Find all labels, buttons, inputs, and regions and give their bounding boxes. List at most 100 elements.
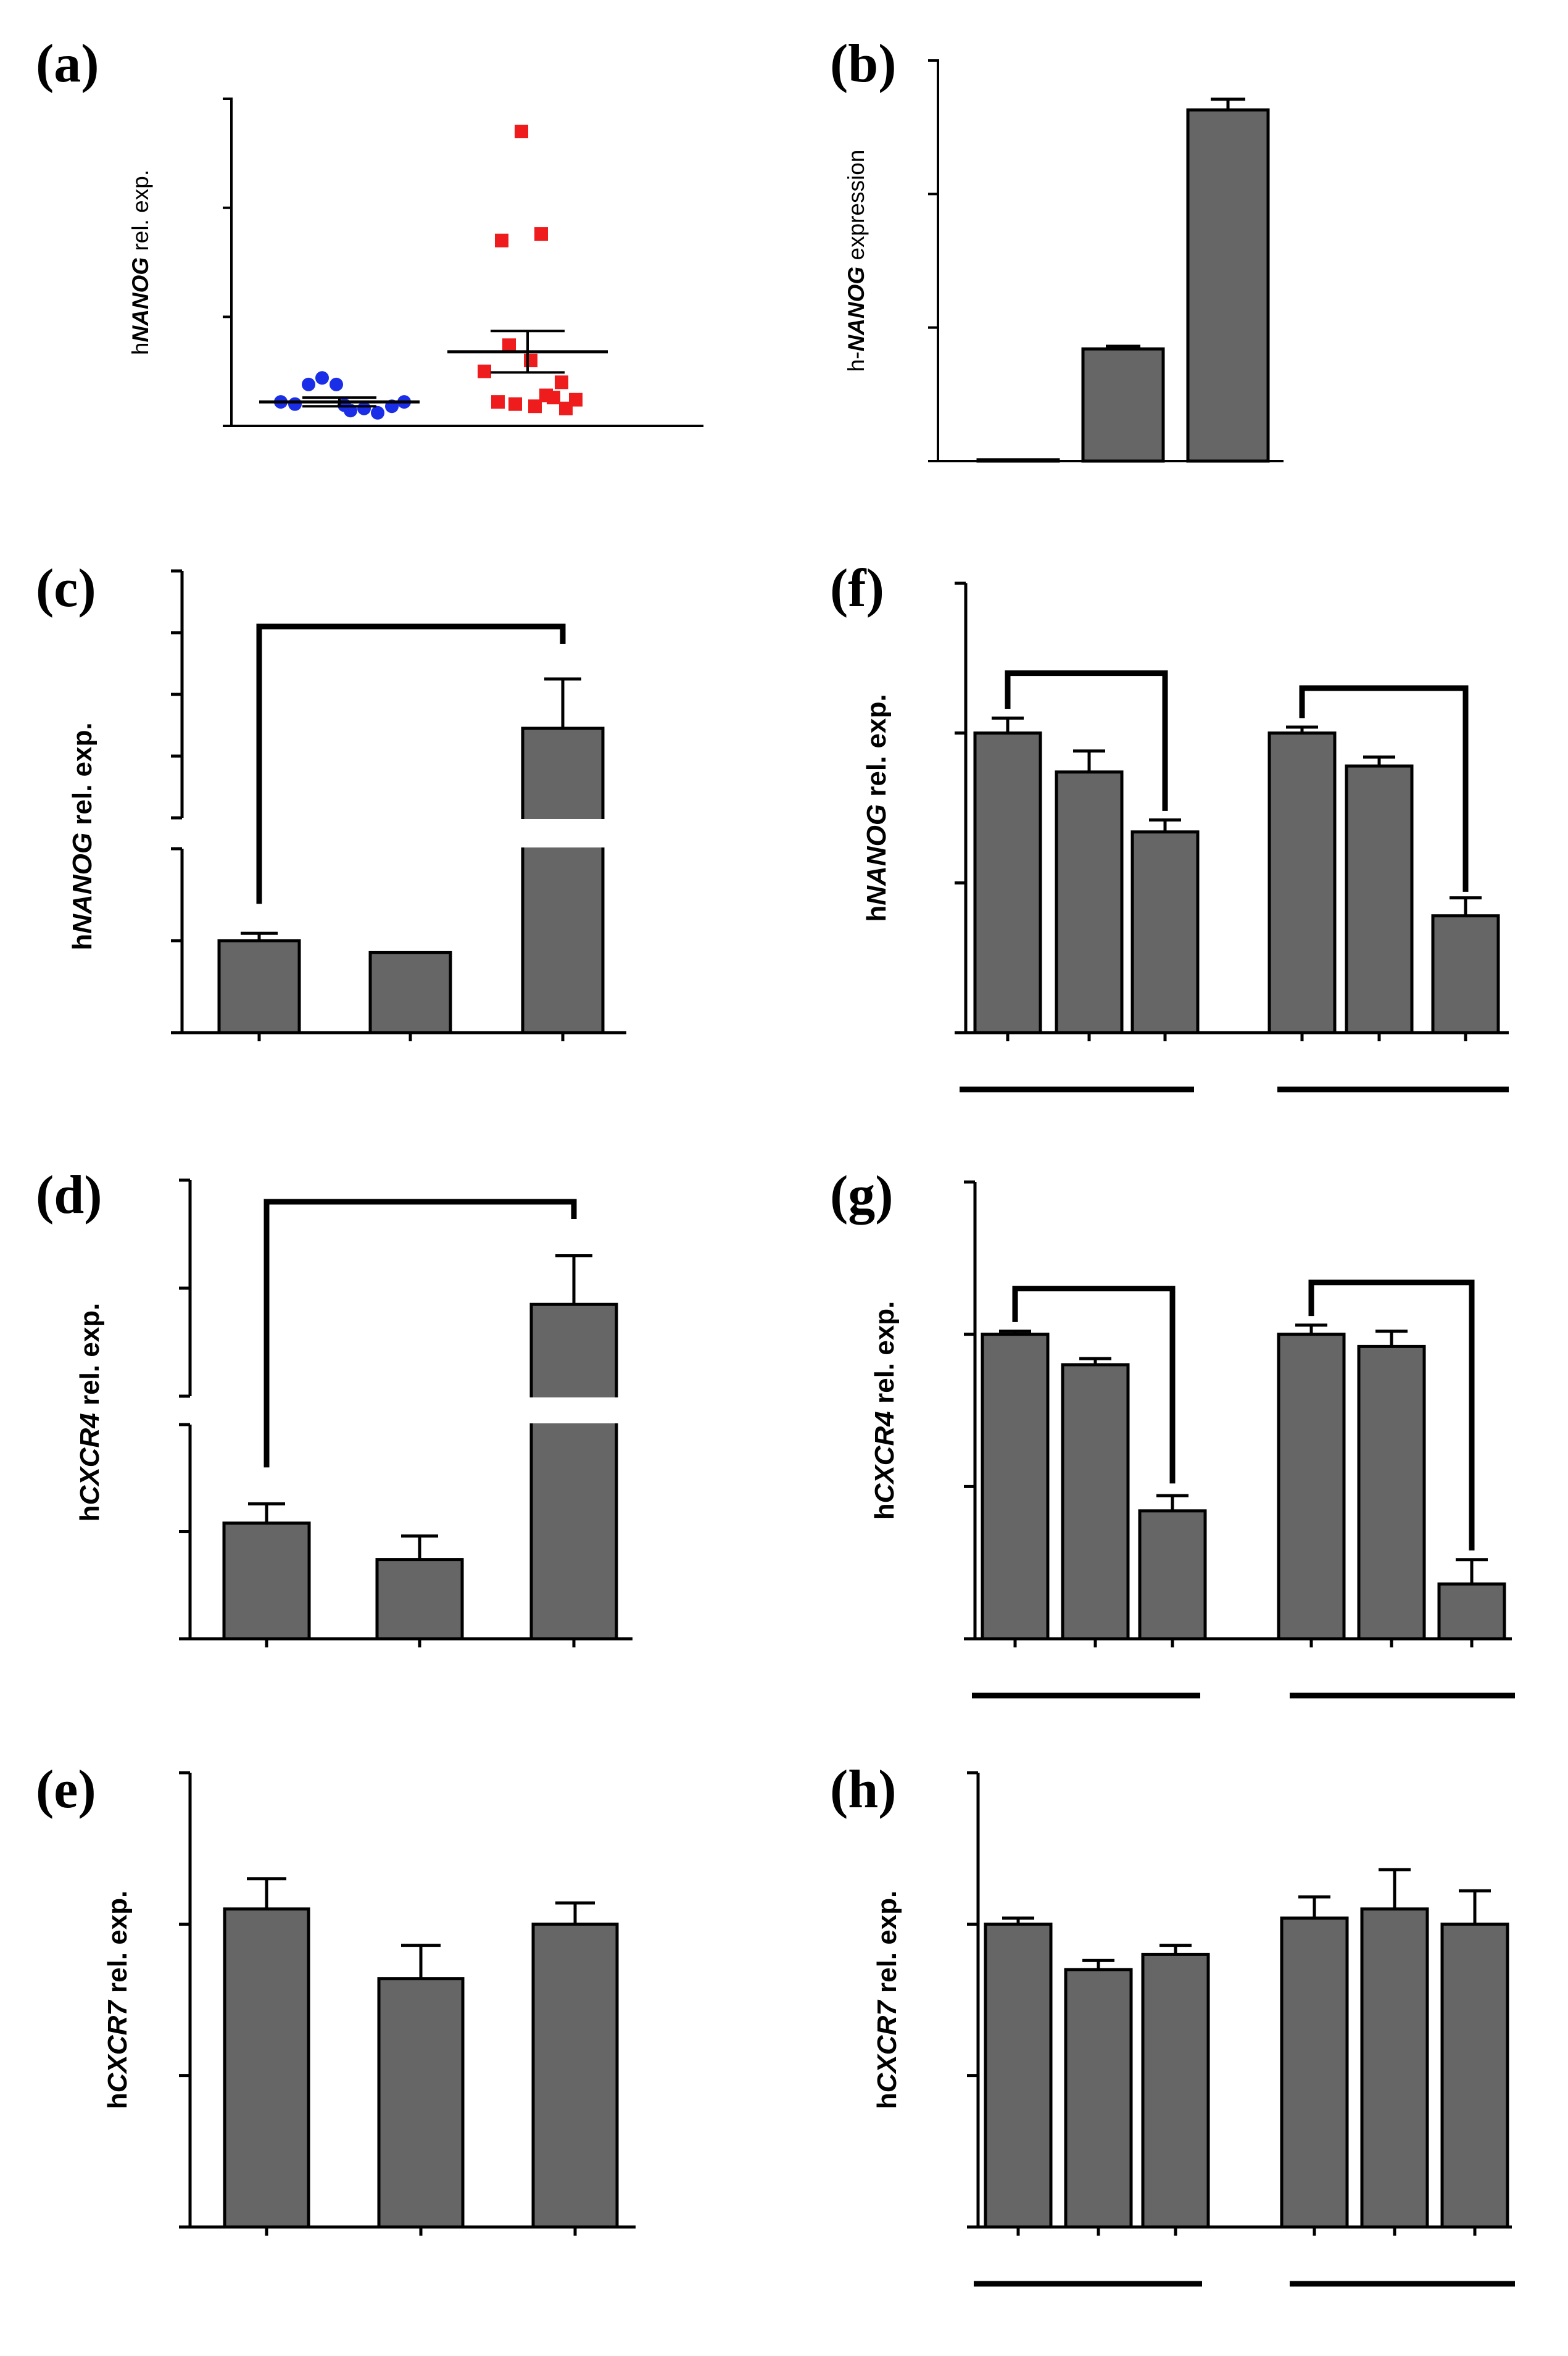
y-label-suffix: rel. exp. <box>861 694 892 804</box>
bar <box>984 1922 1053 2229</box>
error-bar <box>1450 896 1482 916</box>
panel-c: (c) hNANOG rel. exp. <box>36 559 626 1041</box>
bar <box>223 1907 310 2229</box>
significance-bracket <box>1005 670 1168 811</box>
bar <box>1061 1363 1130 1641</box>
series-1 <box>447 125 608 415</box>
panel-label: (e) <box>36 1760 96 1820</box>
y-label-gene: CXCR7 <box>872 1999 902 2093</box>
error-bar <box>1149 818 1181 832</box>
data-point <box>478 364 491 378</box>
y-label-prefix: h <box>872 2092 902 2109</box>
bar <box>1345 764 1414 1034</box>
y-label-gene: CXCR4 <box>869 1411 900 1503</box>
significance-bracket <box>1308 1280 1475 1551</box>
data-point <box>495 233 508 248</box>
y-label-prefix: h <box>75 1505 105 1521</box>
panel-label: (h) <box>830 1760 897 1820</box>
y-axis-label: hCXCR7 rel. exp. <box>872 1891 902 2110</box>
y-label-suffix: rel. exp. <box>869 1301 900 1412</box>
y-label-gene: CXCR7 <box>102 1999 133 2093</box>
panel-f: (f) hNANOG rel. exp. <box>830 559 1509 1093</box>
data-point <box>371 406 384 420</box>
bar <box>375 1558 464 1641</box>
bar <box>1141 1952 1210 2229</box>
bar <box>1064 1968 1133 2229</box>
y-axis-label: hNANOG rel. exp. <box>67 722 97 950</box>
data-point <box>569 393 583 407</box>
axis-lines <box>964 583 1509 1034</box>
bar <box>1440 1922 1509 2229</box>
data-point <box>357 401 371 415</box>
panel-label: (d) <box>36 1165 102 1225</box>
error-bar <box>1459 1889 1491 1925</box>
data-point <box>288 397 302 411</box>
data-point <box>524 354 537 367</box>
data-point <box>315 371 329 385</box>
data-point <box>508 397 522 411</box>
y-axis-label: hNANOG rel. exp. <box>128 170 153 355</box>
bar <box>521 726 605 1034</box>
error-bar <box>1363 755 1395 767</box>
bar <box>1360 1907 1429 2229</box>
axis-break-gap <box>518 819 608 847</box>
y-label-prefix: h <box>861 905 892 922</box>
axis-lines <box>976 1773 1512 2229</box>
data-point <box>539 388 553 402</box>
y-axis-label: hCXCR4 rel. exp. <box>869 1301 900 1520</box>
panel-a: (a) hNANOG rel. exp. <box>36 34 703 427</box>
y-label-gene: CXCR4 <box>75 1413 105 1505</box>
axis-break-gap <box>526 1397 621 1423</box>
y-label-gene: NANOG <box>844 267 869 352</box>
error-bar <box>1456 1558 1488 1584</box>
y-label-suffix: rel. exp. <box>102 1891 133 2001</box>
bar <box>1138 1509 1207 1641</box>
data-point <box>555 375 568 389</box>
bar <box>1437 1582 1506 1641</box>
y-label-prefix: h <box>869 1503 900 1520</box>
data-point <box>491 395 505 409</box>
bar <box>1081 347 1165 463</box>
bar <box>1267 731 1337 1034</box>
bar <box>1055 770 1124 1034</box>
y-axis-label: hCXCR4 rel. exp. <box>75 1303 105 1522</box>
bar <box>222 1521 311 1641</box>
panel-label: (c) <box>36 559 96 618</box>
y-axis-label: h-NANOG expression <box>844 150 869 372</box>
series-1 <box>1267 725 1500 1041</box>
sem-error-bar <box>302 396 376 408</box>
significance-bracket <box>1012 1286 1176 1484</box>
error-bar <box>401 1944 441 1979</box>
bar <box>981 1333 1050 1641</box>
y-label-prefix: h <box>128 343 153 356</box>
y-label-suffix: rel. exp. <box>128 170 153 257</box>
panel-g: (g) hCXCR4 rel. exp. <box>830 1165 1515 1699</box>
error-bar <box>1159 1944 1192 1955</box>
error-bar <box>555 1254 592 1305</box>
bar <box>1357 1344 1426 1641</box>
error-bar <box>1106 344 1140 349</box>
y-label-suffix: expression <box>844 150 869 267</box>
data-point <box>528 399 542 414</box>
bar <box>1280 1917 1349 2229</box>
error-bar <box>1375 1330 1408 1347</box>
y-label-prefix: h <box>102 2092 133 2109</box>
data-point <box>502 338 516 352</box>
series-1 <box>1277 1323 1506 1647</box>
bar <box>1186 108 1270 463</box>
series-0 <box>973 716 1200 1041</box>
error-bar <box>1079 1357 1111 1365</box>
panel-label: (a) <box>36 34 99 94</box>
y-axis-label: hNANOG rel. exp. <box>861 694 892 922</box>
error-bar <box>992 716 1024 733</box>
panel-label: (g) <box>830 1165 894 1225</box>
error-bar <box>401 1534 438 1560</box>
series-1 <box>1280 1868 1509 2236</box>
y-label-suffix: rel. exp. <box>872 1891 902 2001</box>
bar <box>1277 1333 1346 1641</box>
y-axis-label: hCXCR7 rel. exp. <box>102 1891 133 2110</box>
panel-h: (h) hCXCR7 rel. exp. <box>830 1760 1515 2287</box>
bar <box>1431 914 1500 1034</box>
significance-bracket <box>1299 685 1469 892</box>
